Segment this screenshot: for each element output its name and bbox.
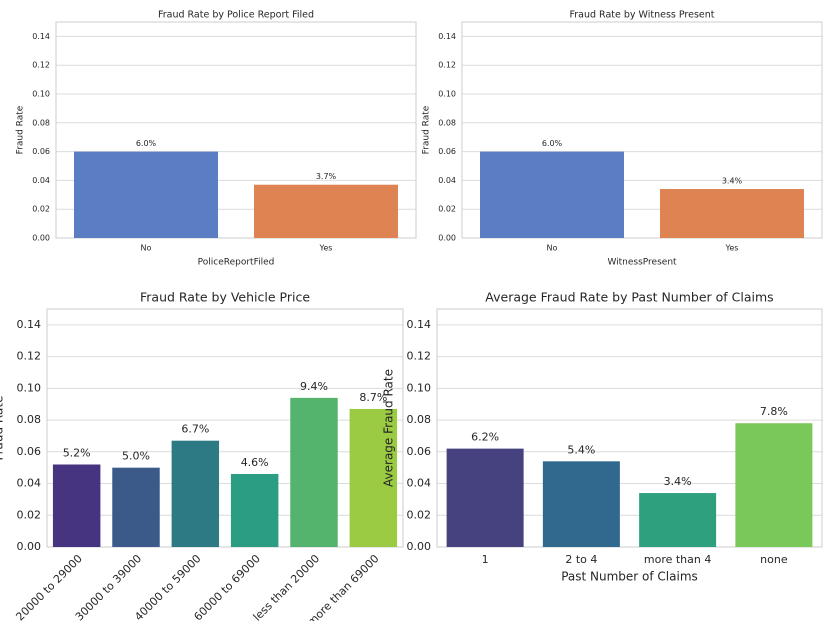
value-label: 5.4% bbox=[567, 443, 595, 456]
value-label: 7.8% bbox=[760, 405, 788, 418]
bar bbox=[52, 464, 101, 547]
value-label: 6.7% bbox=[181, 423, 209, 436]
y-tick-label: 0.08 bbox=[407, 413, 432, 426]
chart-title: Fraud Rate by Witness Present bbox=[569, 10, 714, 21]
bar bbox=[112, 467, 160, 547]
value-label: 6.0% bbox=[542, 139, 563, 148]
chart-title: Fraud Rate by Police Report Filed bbox=[158, 10, 314, 21]
y-tick-label: 0.10 bbox=[32, 90, 50, 99]
bar bbox=[735, 423, 813, 547]
bar bbox=[542, 461, 620, 547]
plot-frame bbox=[461, 21, 823, 239]
x-tick-label: No bbox=[547, 244, 558, 253]
value-label: 3.4% bbox=[664, 475, 692, 488]
y-tick-label: 0.00 bbox=[438, 234, 456, 243]
x-tick-label: none bbox=[760, 553, 788, 566]
y-tick-label: 0.02 bbox=[17, 508, 42, 521]
chart-title: Fraud Rate by Vehicle Price bbox=[140, 290, 310, 305]
y-axis-label: Fraud Rate bbox=[0, 396, 6, 461]
y-tick-label: 0.02 bbox=[407, 508, 432, 521]
y-axis-label: Fraud Rate bbox=[16, 105, 26, 154]
bar bbox=[446, 448, 524, 547]
y-tick-label: 0.08 bbox=[32, 118, 50, 127]
y-tick-label: 0.14 bbox=[32, 32, 50, 41]
x-tick-label: 20000 to 29000 bbox=[13, 552, 84, 621]
y-tick-label: 0.14 bbox=[17, 318, 42, 331]
y-tick-label: 0.04 bbox=[438, 176, 456, 185]
x-tick-label: more than 4 bbox=[644, 553, 711, 566]
x-tick-label: Yes bbox=[319, 244, 333, 253]
y-tick-label: 0.10 bbox=[407, 381, 432, 394]
x-tick-label: 1 bbox=[482, 553, 489, 566]
y-axis-label: Fraud Rate bbox=[422, 105, 432, 154]
y-tick-label: 0.06 bbox=[32, 147, 50, 156]
y-tick-label: 0.00 bbox=[17, 540, 42, 553]
value-label: 3.4% bbox=[722, 177, 743, 186]
value-label: 9.4% bbox=[300, 380, 328, 393]
x-axis-label: PoliceReportFiled bbox=[198, 258, 275, 268]
y-tick-label: 0.04 bbox=[32, 176, 50, 185]
y-tick-label: 0.06 bbox=[17, 445, 42, 458]
x-tick-label: No bbox=[141, 244, 152, 253]
y-tick-label: 0.12 bbox=[17, 350, 42, 363]
plot-frame bbox=[55, 21, 417, 239]
value-label: 4.6% bbox=[241, 456, 269, 469]
value-label: 6.2% bbox=[471, 431, 499, 444]
y-tick-label: 0.08 bbox=[17, 413, 42, 426]
y-tick-label: 0.08 bbox=[438, 118, 456, 127]
value-label: 5.0% bbox=[122, 450, 150, 463]
plot-frame bbox=[436, 308, 823, 548]
value-label: 3.7% bbox=[316, 172, 337, 181]
y-tick-label: 0.12 bbox=[438, 61, 456, 70]
y-tick-label: 0.02 bbox=[32, 205, 50, 214]
y-tick-label: 0.00 bbox=[407, 540, 432, 553]
bar bbox=[74, 151, 218, 238]
chart-title: Average Fraud Rate by Past Number of Cla… bbox=[485, 290, 773, 305]
bar bbox=[639, 493, 717, 547]
plot-frame bbox=[46, 308, 404, 548]
bar bbox=[171, 440, 220, 547]
y-tick-label: 0.04 bbox=[407, 477, 432, 490]
y-axis-label: Average Fraud Rate bbox=[382, 369, 396, 487]
x-axis-label: Past Number of Claims bbox=[561, 570, 698, 584]
bar bbox=[254, 184, 398, 238]
y-tick-label: 0.06 bbox=[407, 445, 432, 458]
y-tick-label: 0.06 bbox=[438, 147, 456, 156]
y-tick-label: 0.14 bbox=[407, 318, 432, 331]
bar bbox=[230, 474, 279, 547]
value-label: 6.0% bbox=[136, 139, 157, 148]
value-label: 5.2% bbox=[63, 446, 91, 459]
y-tick-label: 0.14 bbox=[438, 32, 456, 41]
bar bbox=[480, 151, 624, 238]
y-tick-label: 0.02 bbox=[438, 205, 456, 214]
bar bbox=[349, 408, 398, 547]
bar bbox=[660, 189, 804, 238]
y-tick-label: 0.12 bbox=[32, 61, 50, 70]
x-axis-label: WitnessPresent bbox=[607, 258, 677, 268]
y-tick-label: 0.04 bbox=[17, 477, 42, 490]
value-label: 8.7% bbox=[359, 391, 387, 404]
y-tick-label: 0.00 bbox=[32, 234, 50, 243]
x-tick-label: Yes bbox=[725, 244, 739, 253]
bar bbox=[290, 397, 338, 547]
y-tick-label: 0.10 bbox=[17, 381, 42, 394]
y-tick-label: 0.10 bbox=[438, 90, 456, 99]
x-tick-label: 2 to 4 bbox=[565, 553, 597, 566]
y-tick-label: 0.12 bbox=[407, 350, 432, 363]
